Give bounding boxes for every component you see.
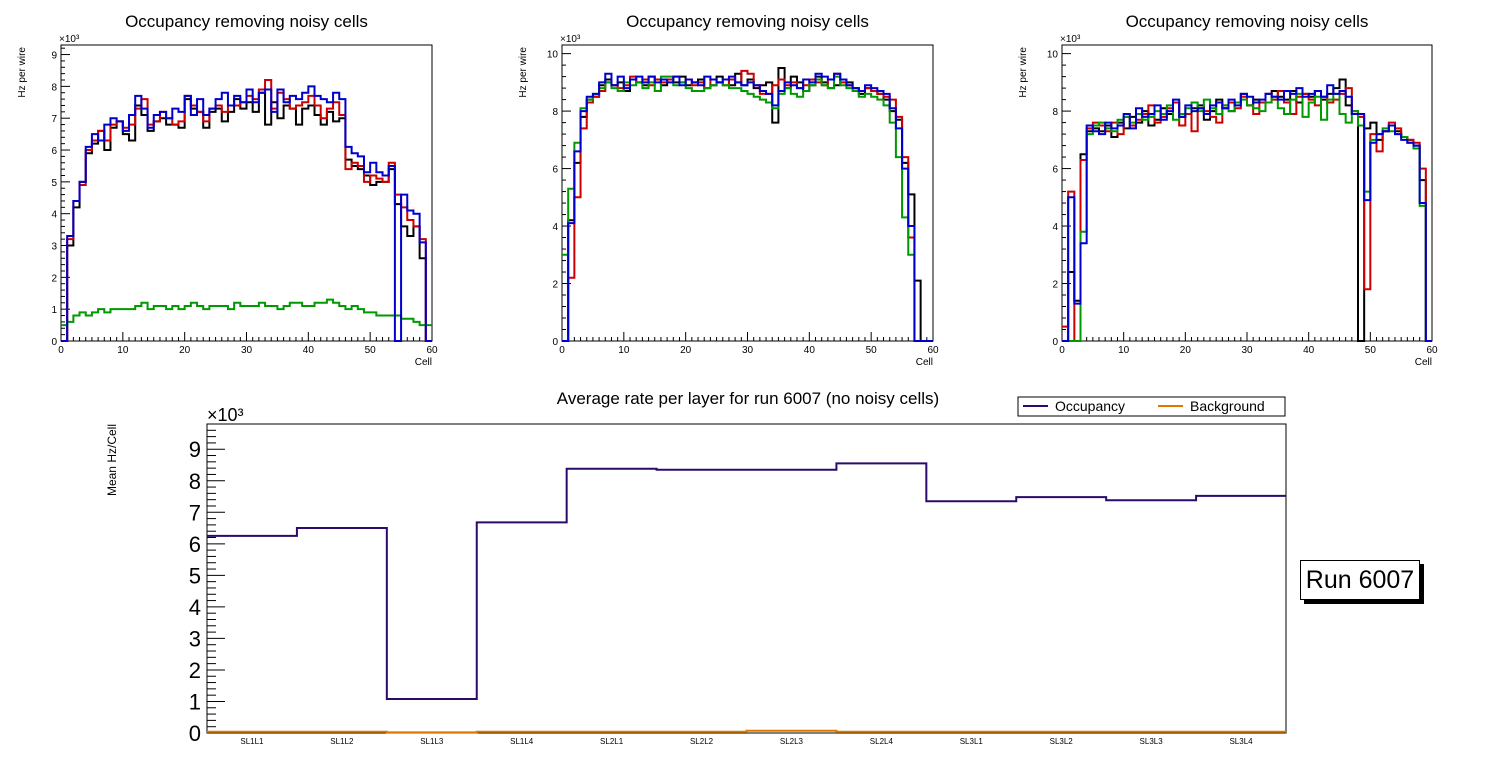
x-category-label: SL2L4: [870, 737, 894, 746]
x-category-label: SL2L2: [690, 737, 714, 746]
series-line-layer-4: [61, 85, 432, 342]
plot-frame: [206, 423, 1287, 734]
x-axis-label: Cell: [916, 357, 933, 368]
y-tick-label: 6: [1052, 165, 1058, 176]
x-tick-label: 60: [927, 345, 939, 356]
y-axis-label: Hz per wire: [17, 47, 28, 98]
y-tick-label: 0: [51, 337, 57, 348]
series-line-layer-1: [562, 66, 933, 342]
x-category-label: SL1L2: [330, 737, 354, 746]
x-tick-label: 20: [680, 345, 692, 356]
y-tick-label: 2: [189, 658, 201, 683]
plot-frame: [1061, 44, 1433, 342]
x-tick-label: 40: [804, 345, 816, 356]
x-tick-label: 30: [1241, 345, 1253, 356]
x-category-label: SL1L3: [420, 737, 444, 746]
y-axis-label: Hz per wire: [1018, 47, 1029, 98]
series-line-Background: [207, 729, 1286, 734]
y-tick-label: 3: [51, 242, 57, 253]
legend-box: [1017, 396, 1286, 417]
x-category-label: SL3L4: [1229, 737, 1253, 746]
x-tick-label: 50: [365, 345, 377, 356]
y-tick-label: 2: [51, 273, 57, 284]
y-tick-label: 8: [552, 107, 558, 118]
y-tick-label: 6: [189, 532, 201, 557]
legend-label: Background: [1190, 398, 1265, 414]
y-tick-label: 2: [1052, 280, 1058, 291]
x-category-label: SL3L2: [1050, 737, 1074, 746]
y-tick-label: 4: [552, 222, 558, 233]
y-exponent-label: ×10³: [1060, 34, 1081, 45]
x-tick-label: 20: [1180, 345, 1192, 356]
x-tick-label: 50: [1365, 345, 1377, 356]
y-tick-label: 6: [552, 165, 558, 176]
x-category-label: SL2L3: [780, 737, 804, 746]
x-tick-label: 30: [742, 345, 754, 356]
x-tick-label: 0: [58, 345, 64, 356]
y-tick-label: 7: [51, 114, 57, 125]
x-category-label: SL3L3: [1140, 737, 1164, 746]
x-axis-label: Cell: [1415, 357, 1432, 368]
y-tick-label: 2: [552, 280, 558, 291]
x-tick-label: 10: [618, 345, 630, 356]
chart-title: Occupancy removing noisy cells: [1126, 12, 1369, 31]
series-line-layer-1: [1062, 78, 1432, 342]
series-line-layer-1: [61, 91, 432, 342]
y-tick-label: 0: [189, 721, 201, 746]
x-tick-label: 60: [1426, 345, 1438, 356]
chart-title: Occupancy removing noisy cells: [125, 12, 368, 31]
x-tick-label: 10: [1118, 345, 1130, 356]
y-tick-label: 8: [189, 469, 201, 494]
y-exponent-label: ×10³: [207, 405, 244, 425]
y-tick-label: 7: [189, 500, 201, 525]
y-tick-label: 9: [51, 51, 57, 62]
chart-title: Occupancy removing noisy cells: [626, 12, 869, 31]
x-tick-label: 40: [1303, 345, 1315, 356]
series-line-layer-4: [562, 72, 933, 342]
y-exponent-label: ×10³: [59, 34, 80, 45]
x-category-label: SL1L4: [510, 737, 534, 746]
x-category-label: SL1L1: [240, 737, 264, 746]
series-line-layer-3: [562, 75, 933, 342]
y-tick-label: 10: [1047, 50, 1059, 61]
y-tick-label: 9: [189, 437, 201, 462]
x-tick-label: 40: [303, 345, 315, 356]
x-tick-label: 60: [426, 345, 438, 356]
x-tick-label: 50: [866, 345, 878, 356]
series-line-layer-4: [1062, 84, 1432, 342]
run-label-box: Run 6007: [1300, 560, 1420, 600]
x-category-label: SL2L1: [600, 737, 624, 746]
y-exponent-label: ×10³: [560, 34, 581, 45]
y-tick-label: 6: [51, 146, 57, 157]
y-axis-label: Mean Hz/Cell: [105, 424, 119, 496]
chart-title: Average rate per layer for run 6007 (no …: [557, 389, 939, 408]
y-tick-label: 4: [189, 595, 201, 620]
y-tick-label: 1: [189, 689, 201, 714]
y-tick-label: 4: [1052, 222, 1058, 233]
y-axis-label: Hz per wire: [518, 47, 529, 98]
y-tick-label: 1: [51, 305, 57, 316]
y-tick-label: 0: [1052, 337, 1058, 348]
y-tick-label: 5: [51, 178, 57, 189]
y-tick-label: 8: [51, 82, 57, 93]
y-tick-label: 8: [1052, 107, 1058, 118]
x-tick-label: 20: [179, 345, 191, 356]
y-tick-label: 10: [547, 50, 559, 61]
x-tick-label: 0: [1059, 345, 1065, 356]
y-tick-label: 5: [189, 563, 201, 588]
x-tick-label: 0: [559, 345, 565, 356]
legend-label: Occupancy: [1055, 398, 1125, 414]
x-tick-label: 10: [117, 345, 129, 356]
series-line-background: [61, 298, 432, 327]
y-tick-label: 3: [189, 626, 201, 651]
series-line-Occupancy: [207, 462, 1286, 700]
series-line-layer-2: [562, 69, 933, 342]
y-tick-label: 4: [51, 210, 57, 221]
x-tick-label: 30: [241, 345, 253, 356]
y-tick-label: 0: [552, 337, 558, 348]
x-category-label: SL3L1: [960, 737, 984, 746]
x-axis-label: Cell: [415, 357, 432, 368]
